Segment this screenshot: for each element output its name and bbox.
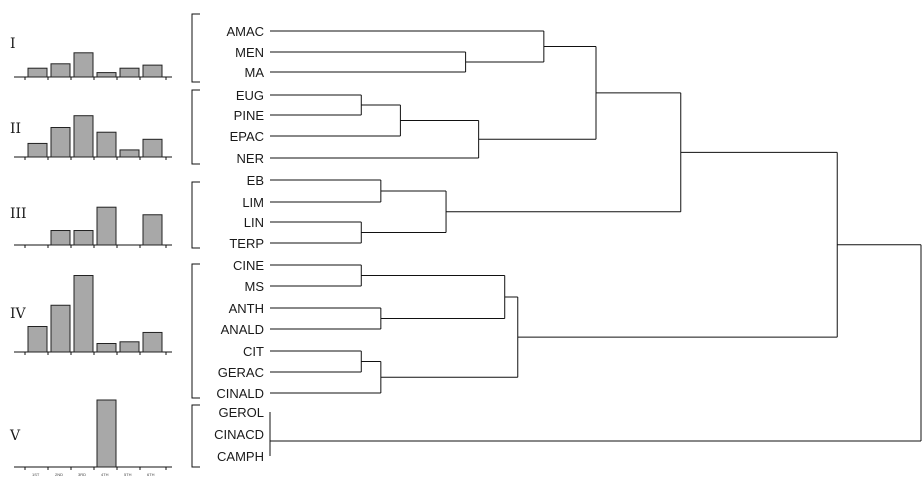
dendrogram-tree <box>269 30 922 456</box>
cluster-brackets <box>191 13 200 468</box>
bar-ii-6 <box>142 138 163 158</box>
bar-i-2 <box>50 63 71 78</box>
leaf-label-pine: PINE <box>234 108 265 123</box>
cluster-bracket-v <box>191 404 200 468</box>
cluster-panel-i: I <box>10 36 172 80</box>
cluster-bracket-iv <box>191 263 200 399</box>
bar-ii-4 <box>96 131 117 158</box>
bar-i-6 <box>142 64 163 78</box>
leaf-label-camph: CAMPH <box>217 449 264 464</box>
leaf-label-lin: LIN <box>244 215 264 230</box>
cluster-bracket-ii <box>191 89 200 165</box>
bar-iii-6 <box>142 214 163 246</box>
bar-iii-3 <box>73 230 94 246</box>
leaf-label-lim: LIM <box>242 195 264 210</box>
bar-ii-1 <box>27 142 48 158</box>
leaf-label-ms: MS <box>245 279 265 294</box>
cluster-roman-label: III <box>10 206 27 222</box>
cluster-roman-label: IV <box>10 306 27 322</box>
cluster-panel-ii: II <box>10 115 172 160</box>
leaf-label-cit: CIT <box>243 344 264 359</box>
bar-i-5 <box>119 67 140 78</box>
leaf-label-anth: ANTH <box>229 301 264 316</box>
cluster-roman-label: I <box>10 36 16 52</box>
cluster-panel-iii: III <box>10 206 172 248</box>
bar-i-1 <box>27 67 48 78</box>
cluster-panel-iv: IV <box>10 275 172 355</box>
leaf-label-anald: ANALD <box>221 322 264 337</box>
leaf-label-men: MEN <box>235 45 264 60</box>
bar-iv-1 <box>27 326 48 353</box>
axis-tick-label: 1ST <box>32 472 40 477</box>
leaf-labels: AMAC MEN MA EUG PINE EPAC NER EB LIM LIN TERP CINE M… <box>214 24 264 464</box>
bar-ii-2 <box>50 127 71 158</box>
bar-iv-4 <box>96 343 117 353</box>
bar-ii-5 <box>119 149 140 158</box>
leaf-label-terp: TERP <box>229 236 264 251</box>
leaf-label-cine: CINE <box>233 258 264 273</box>
bar-iii-4 <box>96 206 117 246</box>
bar-v-4 <box>96 399 117 468</box>
bar-i-3 <box>73 52 94 78</box>
bar-iv-3 <box>73 275 94 353</box>
bar-ii-3 <box>73 115 94 158</box>
cluster-bracket-iii <box>191 181 200 249</box>
bar-iii-2 <box>50 230 71 246</box>
leaf-label-ma: MA <box>245 65 265 80</box>
leaf-label-amac: AMAC <box>226 24 264 39</box>
leaf-label-cinacd: CINACD <box>214 427 264 442</box>
leaf-label-epac: EPAC <box>230 129 264 144</box>
axis-tick-label: 2ND <box>55 472 63 477</box>
cluster-panel-v: V 1ST 2ND 3RD 4TH 5TH 6TH <box>9 399 172 477</box>
cluster-roman-label: II <box>10 121 21 137</box>
bar-iv-6 <box>142 331 163 353</box>
leaf-label-gerac: GERAC <box>218 365 264 380</box>
bar-iv-5 <box>119 341 140 353</box>
axis-tick-label: 3RD <box>78 472 86 477</box>
cluster-bracket-i <box>191 13 200 83</box>
leaf-label-eb: EB <box>247 173 264 188</box>
leaf-label-eug: EUG <box>236 88 264 103</box>
bar-iv-2 <box>50 304 71 353</box>
axis-tick-label: 4TH <box>101 472 109 477</box>
cluster-roman-label: V <box>9 428 21 444</box>
axis-tick-label: 5TH <box>124 472 132 477</box>
axis-tick-label: 6TH <box>147 472 155 477</box>
leaf-label-gerol: GEROL <box>218 405 264 420</box>
leaf-label-cinald: CINALD <box>216 386 264 401</box>
leaf-label-ner: NER <box>237 151 264 166</box>
bar-i-4 <box>96 72 117 78</box>
